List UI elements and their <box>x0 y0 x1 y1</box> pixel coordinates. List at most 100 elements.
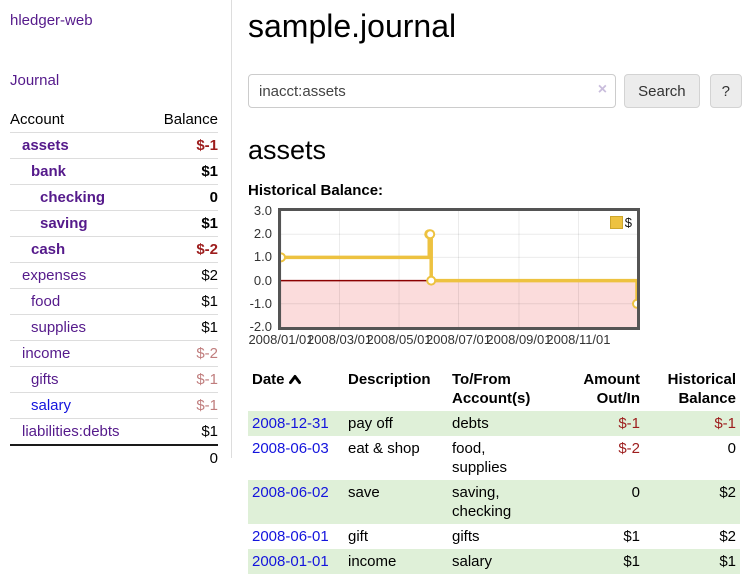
transaction-accounts: salary <box>452 553 493 570</box>
chart-title: Historical Balance: <box>248 182 384 199</box>
transaction-balance: $1 <box>719 553 736 570</box>
account-link-food[interactable]: food <box>31 293 61 310</box>
account-balance: $-1 <box>196 397 218 414</box>
sidebar: hledger-web Journal Account Balance asse… <box>0 0 232 467</box>
chart-y-axis: 3.0 2.0 1.0 0.0 -1.0 -2.0 <box>244 204 272 334</box>
account-balance: $-2 <box>196 241 218 258</box>
legend-swatch-icon <box>609 216 623 229</box>
account-row: bank $1 <box>10 158 218 184</box>
account-balance: $2 <box>201 267 218 284</box>
accounts-column-header: To/From Account(s) <box>452 371 531 407</box>
account-link-cash[interactable]: cash <box>31 241 66 258</box>
x-tick-label: 2008/05/01 <box>366 332 432 347</box>
account-balance: $1 <box>201 423 218 440</box>
transaction-balance: 0 <box>727 440 736 457</box>
transaction-accounts: saving, checking <box>452 484 512 520</box>
sort-ascending-icon <box>288 375 301 384</box>
search-button[interactable]: Search <box>624 74 700 108</box>
transaction-accounts: gifts <box>452 528 480 545</box>
x-tick-label: 2008/07/01 <box>425 332 492 347</box>
accounts-total: 0 <box>10 444 218 471</box>
search-input[interactable] <box>248 74 617 108</box>
account-row: salary $-1 <box>10 392 218 418</box>
clear-search-icon[interactable]: × <box>597 81 608 98</box>
account-row: checking 0 <box>10 184 218 210</box>
help-button[interactable]: ? <box>709 74 742 108</box>
transaction-amount: $1 <box>623 553 640 570</box>
description-column-header: Description <box>348 371 431 388</box>
x-tick-label: 2008/11/01 <box>546 332 611 347</box>
transaction-date-link[interactable]: 2008-01-01 <box>252 553 329 570</box>
register-row: 2008-06-01 gift gifts $1 $2 <box>248 524 740 549</box>
account-link-liabilities-debts[interactable]: liabilities:debts <box>22 423 120 440</box>
account-link-salary[interactable]: salary <box>31 397 72 414</box>
transaction-description: income <box>348 553 397 570</box>
balance-column-header: Balance <box>163 111 218 128</box>
search-box: × <box>248 74 617 108</box>
transaction-amount: $-2 <box>618 440 640 457</box>
register-table: Date Description To/From Account(s) Amou… <box>248 367 740 574</box>
transaction-amount: $1 <box>623 528 640 545</box>
account-row: liabilities:debts $1 <box>10 418 218 444</box>
transaction-amount: 0 <box>631 484 640 501</box>
account-link-supplies[interactable]: supplies <box>31 319 87 336</box>
historical-balance-chart: 3.0 2.0 1.0 0.0 -1.0 -2.0 $ 2008/01/01 2008/03… <box>248 204 742 354</box>
transaction-balance: $2 <box>719 528 736 545</box>
accounts-table: Account Balance assets $-1 bank $1 check… <box>10 107 218 471</box>
transaction-description: gift <box>348 528 369 545</box>
register-row: 2008-01-01 income salary $1 $1 <box>248 549 740 574</box>
transaction-date-link[interactable]: 2008-06-01 <box>252 528 329 545</box>
chart-legend: $ <box>607 214 634 231</box>
register-row: 2008-06-02 save saving, checking 0 $2 <box>248 480 740 524</box>
balance-chart-svg <box>281 211 637 327</box>
account-link-assets[interactable]: assets <box>22 137 69 154</box>
x-tick-label: 2008/09/01 <box>486 332 552 347</box>
account-link-saving[interactable]: saving <box>40 215 88 232</box>
transaction-description: eat & shop <box>348 440 420 457</box>
y-tick-label: 1.0 <box>253 249 272 265</box>
register-header-row: Date Description To/From Account(s) Amou… <box>248 367 740 411</box>
account-balance: $-2 <box>196 345 218 362</box>
transaction-description: save <box>348 484 380 501</box>
account-balance: $1 <box>201 319 218 336</box>
y-tick-label: 2.0 <box>253 226 272 242</box>
transaction-accounts: debts <box>452 415 489 432</box>
account-row: income $-2 <box>10 340 218 366</box>
search-form: × Search ? <box>248 74 742 108</box>
account-balance: $-1 <box>196 137 218 154</box>
y-tick-label: -2.0 <box>249 319 272 334</box>
main-content: sample.journal × Search ? assets Histori… <box>240 0 742 574</box>
account-balance: $-1 <box>196 371 218 388</box>
register-row: 2008-12-31 pay off debts $-1 $-1 <box>248 411 740 436</box>
y-tick-label: 0.0 <box>253 272 272 288</box>
register-row: 2008-06-03 eat & shop food, supplies $-2… <box>248 436 740 480</box>
account-link-expenses[interactable]: expenses <box>22 267 87 284</box>
account-heading: assets <box>248 135 327 165</box>
account-row: cash $-2 <box>10 236 218 262</box>
transaction-date-link[interactable]: 2008-06-02 <box>252 484 329 501</box>
date-column-header[interactable]: Date <box>248 367 344 411</box>
account-row: expenses $2 <box>10 262 218 288</box>
x-tick-label: 2008/01/01 <box>248 332 314 347</box>
account-link-bank[interactable]: bank <box>31 163 67 180</box>
x-tick-label: 2008/03/01 <box>306 332 373 347</box>
transaction-date-link[interactable]: 2008-06-03 <box>252 440 329 457</box>
y-tick-label: -1.0 <box>249 295 272 311</box>
chart-plot-area[interactable]: $ <box>278 208 640 330</box>
legend-label: $ <box>624 215 632 230</box>
account-balance: $1 <box>201 215 218 232</box>
app-title-link[interactable]: hledger-web <box>10 12 93 29</box>
accounts-table-header: Account Balance <box>10 107 218 132</box>
account-link-checking[interactable]: checking <box>40 189 106 206</box>
transaction-date-link[interactable]: 2008-12-31 <box>252 415 329 432</box>
account-link-income[interactable]: income <box>22 345 71 362</box>
account-link-gifts[interactable]: gifts <box>31 371 59 388</box>
page-title: sample.journal <box>248 8 457 44</box>
transaction-description: pay off <box>348 415 393 432</box>
amount-column-header: Amount Out/In <box>583 371 640 407</box>
account-balance: $1 <box>201 293 218 310</box>
chart-x-axis: 2008/01/01 2008/03/01 2008/05/01 2008/07/01… <box>248 332 742 350</box>
account-row: food $1 <box>10 288 218 314</box>
sidebar-item-journal[interactable]: Journal <box>10 72 60 89</box>
account-column-header: Account <box>10 111 65 128</box>
